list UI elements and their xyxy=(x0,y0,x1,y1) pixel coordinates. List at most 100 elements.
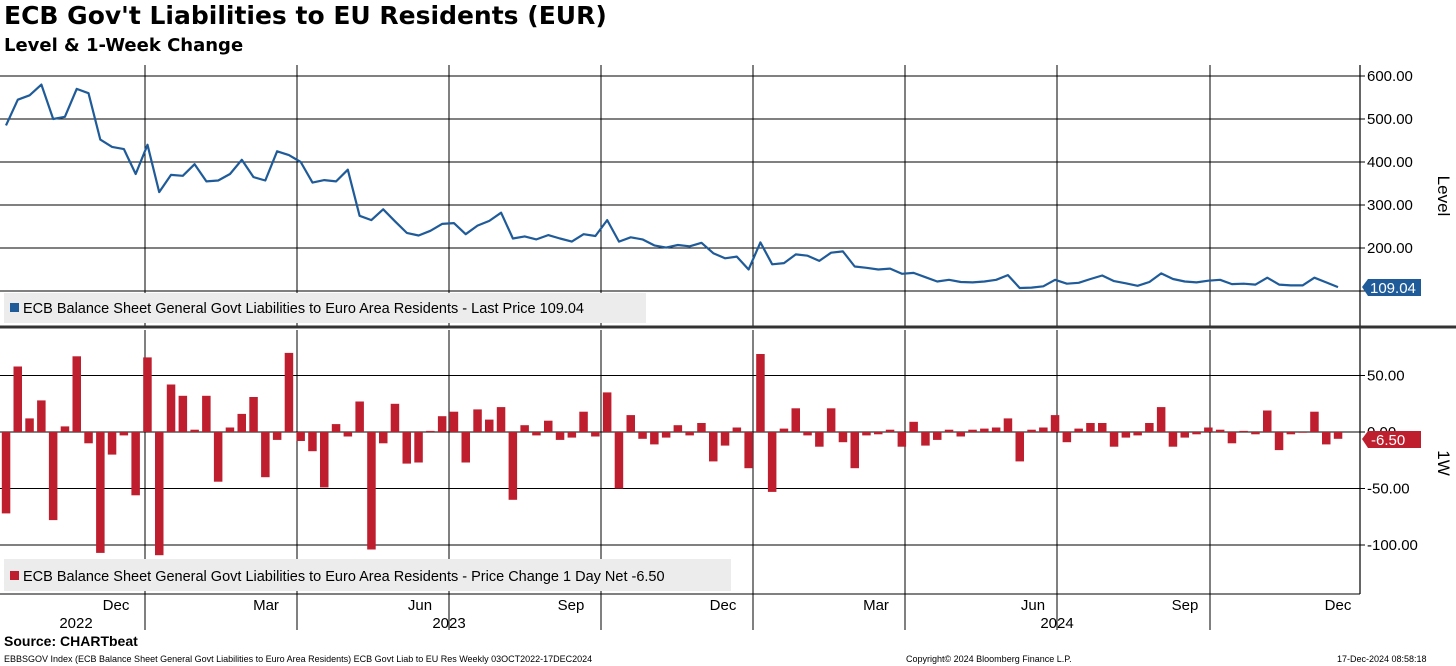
x-tick-label: Mar xyxy=(863,597,889,614)
change-bar xyxy=(178,395,188,432)
change-bar xyxy=(732,427,742,432)
change-bar xyxy=(1121,432,1131,438)
change-bar xyxy=(520,425,529,432)
change-bar xyxy=(909,421,918,432)
change-bar xyxy=(1,432,11,514)
level-tick-label: 200.00 xyxy=(1367,240,1413,257)
change-bar xyxy=(756,354,765,432)
level-tick-label: 500.00 xyxy=(1367,111,1413,128)
top-panel-grid xyxy=(0,75,1360,292)
x-axis-year-labels: 2022 2023 2024 xyxy=(59,615,1073,630)
change-bar xyxy=(190,429,199,432)
change-bar xyxy=(791,408,800,432)
change-bar xyxy=(166,384,176,432)
change-bar xyxy=(402,432,411,464)
change-bar xyxy=(414,432,423,463)
change-bar xyxy=(473,409,482,432)
change-bar xyxy=(237,413,246,432)
change-bar xyxy=(1003,418,1013,432)
change-bar xyxy=(673,425,683,432)
change-bar xyxy=(72,356,81,432)
change-bar xyxy=(1180,432,1189,438)
change-bar xyxy=(1239,430,1248,432)
change-bar xyxy=(320,432,329,488)
x-tick-label: Jun xyxy=(408,597,432,614)
change-bar xyxy=(614,432,624,489)
change-bar xyxy=(991,427,1001,432)
change-bar xyxy=(709,432,718,462)
change-bar xyxy=(119,432,129,436)
change-bar xyxy=(107,432,117,455)
x-tick-label: Dec xyxy=(710,597,737,614)
change-bar xyxy=(461,432,470,463)
change-bar xyxy=(567,432,577,438)
change-legend-text: ECB Balance Sheet General Govt Liabiliti… xyxy=(23,569,665,585)
x-tick-label: Jun xyxy=(1021,597,1045,614)
change-tick-label: 50.00 xyxy=(1367,368,1405,385)
change-bar xyxy=(1333,432,1343,439)
x-year-label: 2022 xyxy=(59,615,92,630)
change-tick-label: -50.00 xyxy=(1367,481,1410,498)
chart-subtitle: Level & 1-Week Change xyxy=(4,35,244,56)
change-bar xyxy=(449,411,459,432)
change-bar xyxy=(426,430,435,432)
level-axis-label: Level xyxy=(1434,176,1453,217)
change-bar xyxy=(1074,428,1083,432)
change-bar xyxy=(850,432,859,469)
change-bar xyxy=(1322,432,1331,445)
change-axis-label: 1W xyxy=(1434,450,1453,476)
level-tick-label: 600.00 xyxy=(1367,68,1413,85)
level-last-value: 109.04 xyxy=(1370,280,1416,297)
change-bar xyxy=(779,428,789,432)
change-bar xyxy=(532,432,541,436)
change-bar xyxy=(744,432,753,469)
change-last-value-badge: -6.50 xyxy=(1362,431,1421,449)
change-legend: ECB Balance Sheet General Govt Liabiliti… xyxy=(4,559,731,591)
change-bar xyxy=(37,400,46,432)
change-bar xyxy=(155,432,164,556)
change-bar xyxy=(1215,429,1225,432)
change-bar xyxy=(390,403,400,433)
change-bar xyxy=(650,432,659,445)
change-bar xyxy=(1015,432,1024,462)
change-series-bars xyxy=(1,352,1343,556)
change-bar xyxy=(1227,432,1237,444)
change-bar xyxy=(60,426,70,432)
change-bar xyxy=(308,432,317,452)
change-bar xyxy=(225,427,235,432)
change-bar xyxy=(838,432,848,443)
change-bar xyxy=(1263,410,1272,432)
x-tick-label: Sep xyxy=(1172,597,1199,614)
change-bar xyxy=(131,432,140,496)
x-tick-label: Dec xyxy=(103,597,130,614)
change-bar xyxy=(13,366,22,432)
x-year-label: 2024 xyxy=(1040,615,1073,630)
change-bar xyxy=(355,401,364,432)
change-bar xyxy=(579,411,588,432)
change-bar xyxy=(1298,432,1307,433)
change-bar xyxy=(1133,432,1142,436)
change-bar xyxy=(897,432,907,447)
change-bar xyxy=(544,420,553,432)
change-bar xyxy=(249,397,258,432)
change-bar xyxy=(1251,432,1260,435)
x-tick-label: Mar xyxy=(253,597,279,614)
change-bar xyxy=(485,419,494,432)
month-gridlines xyxy=(144,65,1211,594)
change-bar xyxy=(1204,427,1213,432)
level-legend-text: ECB Balance Sheet General Govt Liabiliti… xyxy=(23,301,584,317)
change-bar xyxy=(555,432,565,440)
change-tick-label: -100.00 xyxy=(1367,537,1418,554)
change-bar xyxy=(638,432,647,439)
change-bar xyxy=(1050,415,1060,432)
change-bar xyxy=(626,415,635,432)
change-bar xyxy=(508,432,518,500)
change-bar xyxy=(331,424,341,432)
change-bar xyxy=(48,432,58,521)
change-bar xyxy=(213,432,223,482)
change-bar xyxy=(143,357,152,432)
change-bar xyxy=(803,432,812,436)
x-year-label: 2023 xyxy=(432,615,465,630)
level-last-value-badge: 109.04 xyxy=(1362,279,1421,297)
change-bar xyxy=(284,352,294,432)
